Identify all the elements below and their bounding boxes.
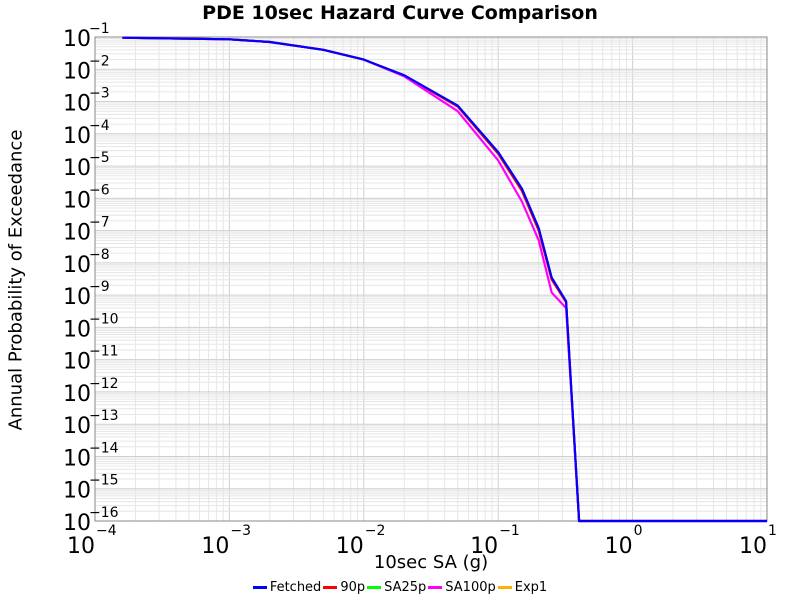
grid-layer	[94, 37, 767, 522]
x-tick-exponent: −1	[499, 523, 520, 539]
y-tick-base: 10	[63, 124, 91, 149]
legend-item-90p: 90p	[323, 580, 365, 595]
x-tick-label: 101	[739, 523, 777, 559]
x-tick-label: 10−1	[470, 523, 520, 559]
y-tick-exponent: −14	[89, 440, 119, 456]
legend-label: SA25p	[384, 580, 427, 595]
y-tick-label: 10−1	[63, 21, 110, 52]
y-tick-base: 10	[63, 382, 91, 407]
legend-label: Exp1	[514, 580, 548, 595]
y-tick-label: 10−7	[63, 215, 110, 246]
y-tick-base: 10	[63, 221, 91, 246]
y-tick-base: 10	[63, 27, 91, 52]
y-tick-label: 10−6	[63, 182, 110, 213]
y-tick-exponent: −8	[89, 247, 110, 263]
y-tick-exponent: −11	[89, 344, 119, 360]
y-tick-base: 10	[63, 285, 91, 310]
y-tick-base: 10	[63, 59, 91, 84]
legend-swatch	[428, 586, 443, 589]
legend-item-fetched: Fetched	[252, 580, 322, 595]
y-tick-base: 10	[63, 414, 91, 439]
y-tick-base: 10	[63, 92, 91, 117]
y-tick-exponent: −4	[89, 118, 110, 134]
y-tick-exponent: −1	[89, 21, 110, 37]
y-axis-label-text: Annual Probability of Exceedance	[5, 129, 27, 431]
x-tick-label: 10−4	[67, 523, 117, 559]
x-tick-base: 10	[470, 534, 498, 559]
x-axis-label: 10sec SA (g)	[373, 552, 489, 573]
x-tick-exponent: −3	[230, 523, 251, 539]
legend-swatch	[323, 586, 338, 589]
y-tick-exponent: −3	[89, 86, 110, 102]
legend-item-exp1: Exp1	[497, 580, 548, 595]
x-tick-label: 10−3	[201, 523, 251, 559]
x-tick-base: 10	[336, 534, 364, 559]
y-tick-base: 10	[63, 446, 91, 471]
plot-border	[94, 36, 768, 522]
series-line-fetched	[122, 36, 767, 523]
y-tick-label: 10−13	[63, 408, 119, 439]
legend: Fetched 90p SA25p SA100p Exp1	[0, 580, 800, 595]
y-tick-label: 10−16	[63, 505, 119, 536]
y-tick-label: 10−14	[63, 440, 119, 471]
legend-item-sa25p: SA25p	[367, 580, 426, 595]
y-tick-label: 10−4	[63, 118, 110, 149]
x-tick-exponent: −4	[96, 523, 117, 539]
y-tick-exponent: −13	[89, 408, 119, 424]
y-tick-label: 10−11	[63, 344, 119, 375]
y-tick-exponent: −16	[89, 505, 119, 521]
series-layer	[122, 36, 767, 523]
legend-label: 90p	[340, 580, 366, 595]
y-tick-exponent: −2	[89, 53, 110, 69]
chart-title: PDE 10sec Hazard Curve Comparison	[202, 2, 598, 24]
y-tick-label: 10−2	[63, 53, 110, 84]
y-axis-ticks: 10−110−210−310−410−510−610−710−810−910−1…	[63, 21, 119, 536]
y-tick-label: 10−15	[63, 473, 119, 504]
y-tick-exponent: −15	[89, 473, 119, 489]
y-tick-label: 10−12	[63, 376, 119, 407]
y-tick-base: 10	[63, 188, 91, 213]
x-tick-exponent: 1	[768, 523, 777, 539]
y-tick-exponent: −9	[89, 279, 110, 295]
y-tick-base: 10	[63, 156, 91, 181]
legend-swatch	[252, 586, 267, 589]
legend-label: SA100p	[445, 580, 496, 595]
y-tick-base: 10	[63, 317, 91, 342]
y-tick-base: 10	[63, 511, 91, 536]
legend-swatch	[367, 586, 382, 589]
y-tick-label: 10−9	[63, 279, 110, 310]
y-tick-label: 10−8	[63, 247, 110, 278]
y-tick-label: 10−10	[63, 311, 119, 342]
x-tick-exponent: 0	[634, 523, 643, 539]
legend-swatch	[497, 586, 512, 589]
y-tick-base: 10	[63, 479, 91, 504]
y-tick-base: 10	[63, 350, 91, 375]
y-tick-exponent: −6	[89, 182, 110, 198]
x-tick-base: 10	[739, 534, 767, 559]
x-tick-base: 10	[605, 534, 633, 559]
x-tick-label: 10−2	[336, 523, 386, 559]
x-tick-base: 10	[67, 534, 95, 559]
x-tick-exponent: −2	[365, 523, 386, 539]
y-tick-label: 10−3	[63, 86, 110, 117]
y-tick-label: 10−5	[63, 150, 110, 181]
y-tick-exponent: −10	[89, 311, 119, 327]
x-tick-base: 10	[201, 534, 229, 559]
y-tick-exponent: −7	[89, 215, 110, 231]
y-tick-exponent: −12	[89, 376, 119, 392]
legend-item-sa100p: SA100p	[428, 580, 496, 595]
plot-frame	[94, 36, 768, 522]
x-tick-label: 100	[605, 523, 643, 559]
y-tick-exponent: −5	[89, 150, 110, 166]
legend-label: Fetched	[269, 580, 322, 595]
y-tick-base: 10	[63, 253, 91, 278]
